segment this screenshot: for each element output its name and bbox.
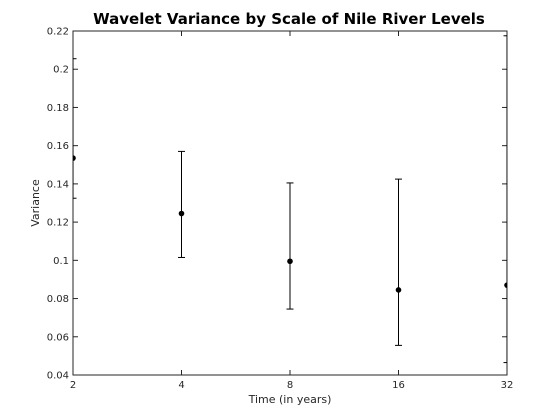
data-point — [73, 155, 76, 161]
y-tick-label: 0.2 — [53, 65, 69, 76]
y-tick-label: 0.22 — [47, 27, 69, 38]
data-marks — [73, 35, 507, 364]
data-point — [287, 258, 293, 265]
data-point — [504, 282, 507, 288]
data-point-group — [286, 182, 294, 310]
x-tick-label: 16 — [392, 380, 405, 391]
y-tick-label: 0.04 — [47, 371, 69, 382]
x-tick-label: 2 — [70, 380, 76, 391]
data-point — [395, 287, 402, 293]
y-axis-ticks: 0.04 0.06 0.08 0.1 0.12 0.14 0.16 0.18 0.2 0.22 — [47, 27, 507, 382]
data-point-group — [178, 150, 185, 258]
x-tick-label: 4 — [178, 380, 184, 391]
y-tick-label: 0.08 — [47, 294, 69, 305]
y-tick-label: 0.1 — [53, 256, 69, 267]
chart-title: Wavelet Variance by Scale of Nile River … — [93, 10, 485, 28]
y-tick-label: 0.12 — [47, 218, 69, 229]
x-axis-label: Time (in years) — [248, 393, 332, 406]
data-point-group — [503, 35, 507, 364]
x-tick-label: 32 — [501, 380, 514, 391]
y-axis-label: Variance — [29, 179, 42, 227]
data-point — [178, 210, 185, 217]
x-tick-label: 8 — [287, 380, 293, 391]
x-axis-ticks: 2 4 8 16 32 — [70, 31, 514, 391]
y-tick-label: 0.06 — [47, 332, 69, 343]
data-point-group — [73, 58, 77, 199]
data-point-group — [395, 178, 402, 346]
y-tick-label: 0.14 — [47, 179, 69, 190]
y-tick-label: 0.16 — [47, 141, 69, 152]
y-tick-label: 0.18 — [47, 103, 69, 114]
